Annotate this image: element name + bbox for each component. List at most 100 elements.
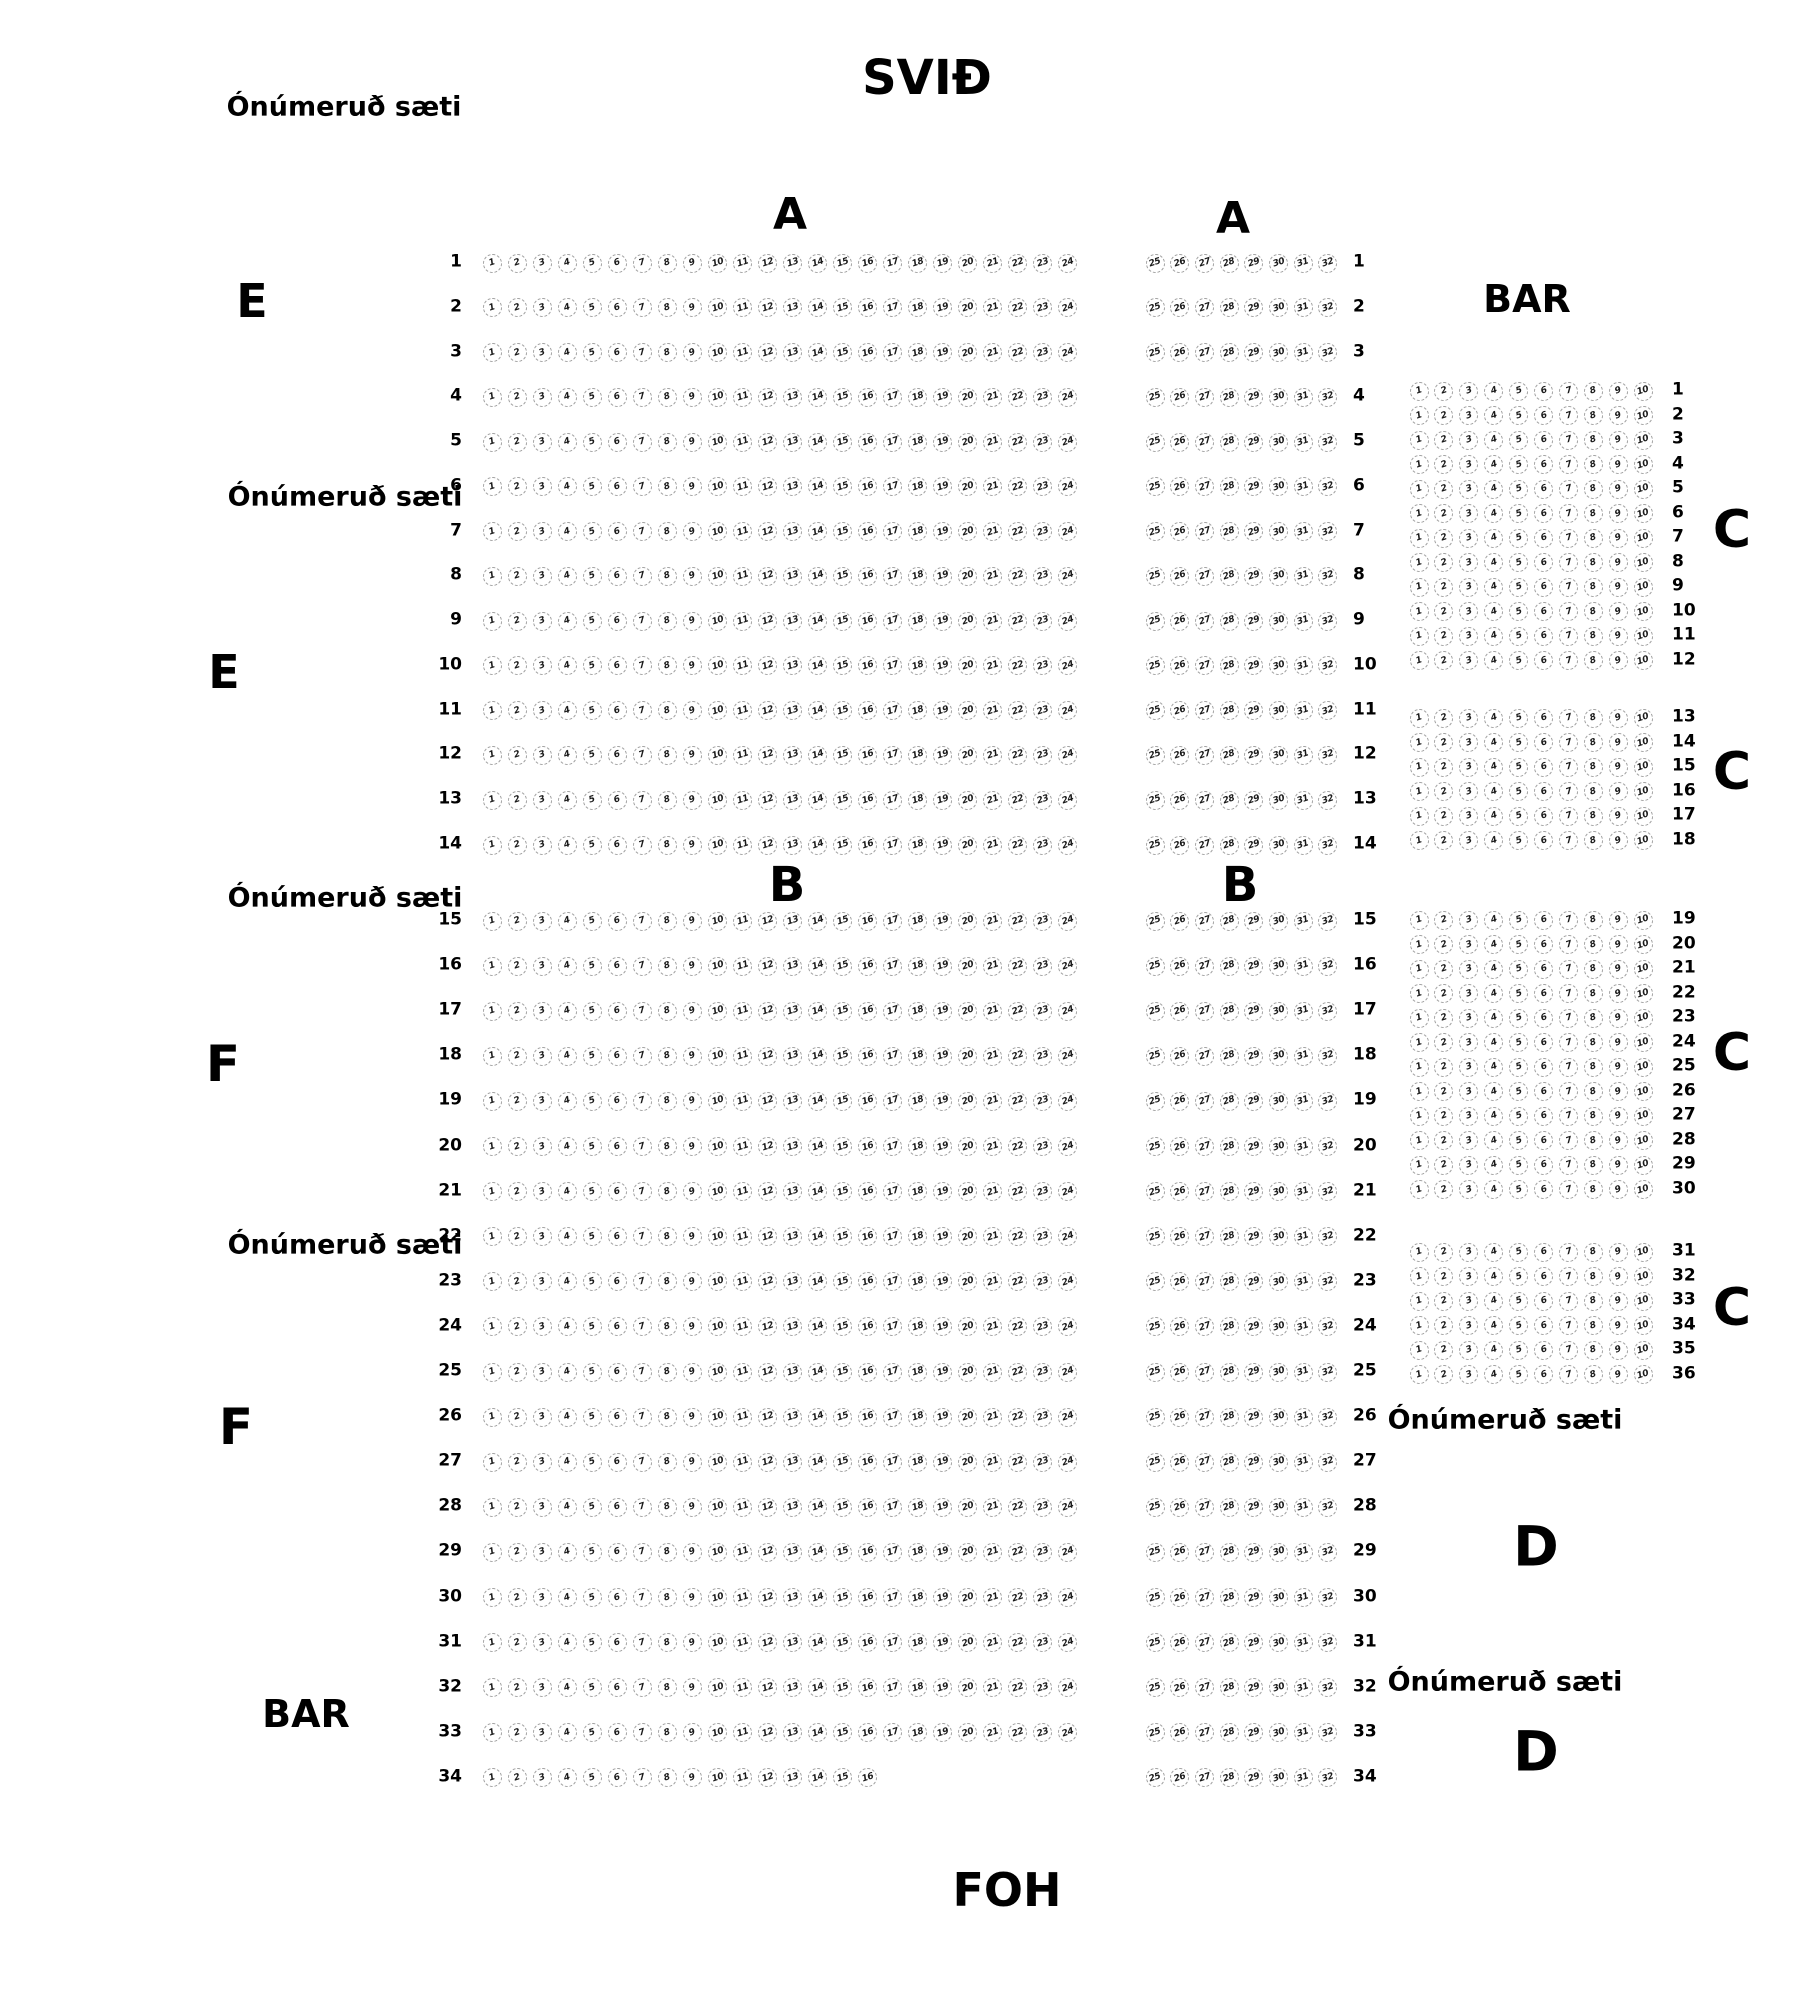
seat[interactable]: 23 — [1033, 790, 1053, 810]
seat[interactable]: 32 — [1318, 911, 1338, 931]
seat[interactable]: 27 — [1194, 1001, 1214, 1021]
seat[interactable]: 3 — [1459, 406, 1479, 425]
seat[interactable]: 23 — [1033, 343, 1053, 363]
seat[interactable]: 7 — [1558, 806, 1578, 826]
seat[interactable]: 15 — [833, 1633, 853, 1653]
seat[interactable]: 26 — [1170, 566, 1190, 586]
seat[interactable]: 25 — [1145, 656, 1165, 676]
seat[interactable]: 13 — [782, 835, 802, 855]
seat[interactable]: 30 — [1269, 911, 1288, 931]
seat[interactable]: 3 — [1459, 430, 1479, 450]
seat[interactable]: 3 — [1459, 577, 1479, 597]
seat[interactable]: 7 — [632, 1091, 652, 1111]
seat[interactable]: 16 — [858, 745, 878, 765]
seat[interactable]: 13 — [782, 1452, 802, 1472]
seat[interactable]: 6 — [607, 566, 627, 586]
seat[interactable]: 32 — [1318, 835, 1338, 855]
seat[interactable]: 22 — [1008, 745, 1028, 765]
seat[interactable]: 21 — [983, 911, 1003, 931]
seat[interactable]: 8 — [1583, 602, 1603, 621]
seat[interactable]: 6 — [1534, 381, 1553, 401]
seat[interactable]: 12 — [757, 1227, 777, 1247]
seat[interactable]: 7 — [1558, 1180, 1578, 1199]
seat[interactable]: 4 — [557, 1407, 577, 1427]
seat[interactable]: 5 — [582, 701, 602, 721]
seat[interactable]: 14 — [808, 1407, 828, 1427]
seat[interactable]: 13 — [782, 1542, 802, 1562]
seat[interactable]: 20 — [958, 790, 978, 810]
seat[interactable]: 30 — [1269, 477, 1288, 497]
seat[interactable]: 14 — [808, 1272, 828, 1292]
seat[interactable]: 22 — [1008, 956, 1028, 976]
seat[interactable]: 17 — [883, 387, 903, 407]
seat[interactable]: 10 — [1633, 733, 1653, 752]
seat[interactable]: 24 — [1058, 477, 1078, 497]
seat[interactable]: 9 — [1608, 1340, 1628, 1360]
seat[interactable]: 25 — [1145, 477, 1165, 497]
seat[interactable]: 31 — [1293, 1001, 1313, 1021]
seat[interactable]: 23 — [1033, 1633, 1053, 1653]
seat[interactable]: 9 — [1608, 406, 1628, 425]
seat[interactable]: 31 — [1293, 1633, 1313, 1653]
seat[interactable]: 3 — [532, 1272, 552, 1292]
seat[interactable]: 32 — [1318, 1272, 1338, 1292]
seat[interactable]: 32 — [1318, 1588, 1338, 1607]
seat[interactable]: 2 — [507, 701, 527, 721]
seat[interactable]: 9 — [1608, 430, 1628, 450]
seat[interactable]: 32 — [1318, 253, 1338, 273]
seat[interactable]: 8 — [1583, 455, 1603, 474]
seat[interactable]: 3 — [532, 1001, 552, 1021]
seat[interactable]: 8 — [1583, 1131, 1603, 1150]
seat[interactable]: 17 — [883, 1542, 903, 1562]
seat[interactable]: 30 — [1269, 745, 1288, 765]
seat[interactable]: 2 — [1434, 1291, 1454, 1311]
seat[interactable]: 4 — [1484, 626, 1504, 646]
seat[interactable]: 9 — [1608, 651, 1628, 670]
seat[interactable]: 13 — [782, 1046, 802, 1066]
seat[interactable]: 11 — [732, 835, 752, 855]
seat[interactable]: 30 — [1269, 1137, 1288, 1156]
seat[interactable]: 10 — [707, 1001, 727, 1021]
seat[interactable]: 6 — [607, 1542, 627, 1562]
seat[interactable]: 15 — [833, 1317, 853, 1337]
seat[interactable]: 6 — [1534, 553, 1553, 572]
seat[interactable]: 10 — [707, 253, 727, 273]
seat[interactable]: 1 — [482, 611, 502, 631]
seat[interactable]: 12 — [757, 611, 777, 631]
seat[interactable]: 28 — [1219, 1633, 1239, 1653]
seat[interactable]: 16 — [858, 1633, 878, 1653]
seat[interactable]: 29 — [1244, 745, 1264, 765]
seat[interactable]: 15 — [833, 477, 853, 497]
seat[interactable]: 4 — [557, 566, 577, 586]
seat[interactable]: 28 — [1219, 1137, 1239, 1156]
seat[interactable]: 22 — [1008, 835, 1028, 855]
seat[interactable]: 6 — [1534, 528, 1553, 548]
seat[interactable]: 12 — [757, 1497, 777, 1517]
seat[interactable]: 4 — [1484, 1008, 1504, 1028]
seat[interactable]: 9 — [1608, 577, 1628, 597]
seat[interactable]: 1 — [1409, 1180, 1429, 1199]
seat[interactable]: 7 — [632, 745, 652, 765]
seat[interactable]: 3 — [1459, 935, 1479, 954]
seat[interactable]: 17 — [883, 1317, 903, 1337]
seat[interactable]: 12 — [757, 343, 777, 363]
seat[interactable]: 8 — [657, 1497, 677, 1517]
seat[interactable]: 1 — [482, 1723, 502, 1743]
seat[interactable]: 22 — [1008, 1497, 1028, 1517]
seat[interactable]: 8 — [1583, 1340, 1603, 1360]
seat[interactable]: 4 — [557, 1182, 577, 1202]
seat[interactable]: 1 — [1409, 1155, 1429, 1175]
seat[interactable]: 27 — [1194, 611, 1214, 631]
seat[interactable]: 8 — [1583, 1057, 1603, 1077]
seat[interactable]: 2 — [1434, 626, 1454, 646]
seat[interactable]: 2 — [1434, 651, 1454, 670]
seat[interactable]: 17 — [883, 611, 903, 631]
seat[interactable]: 3 — [1459, 984, 1479, 1003]
seat[interactable]: 2 — [507, 1542, 527, 1562]
seat[interactable]: 2 — [507, 956, 527, 976]
seat[interactable]: 9 — [682, 387, 702, 407]
seat[interactable]: 19 — [933, 911, 953, 931]
seat[interactable]: 11 — [732, 1542, 752, 1562]
seat[interactable]: 4 — [1484, 1340, 1504, 1360]
seat[interactable]: 3 — [1459, 959, 1479, 979]
